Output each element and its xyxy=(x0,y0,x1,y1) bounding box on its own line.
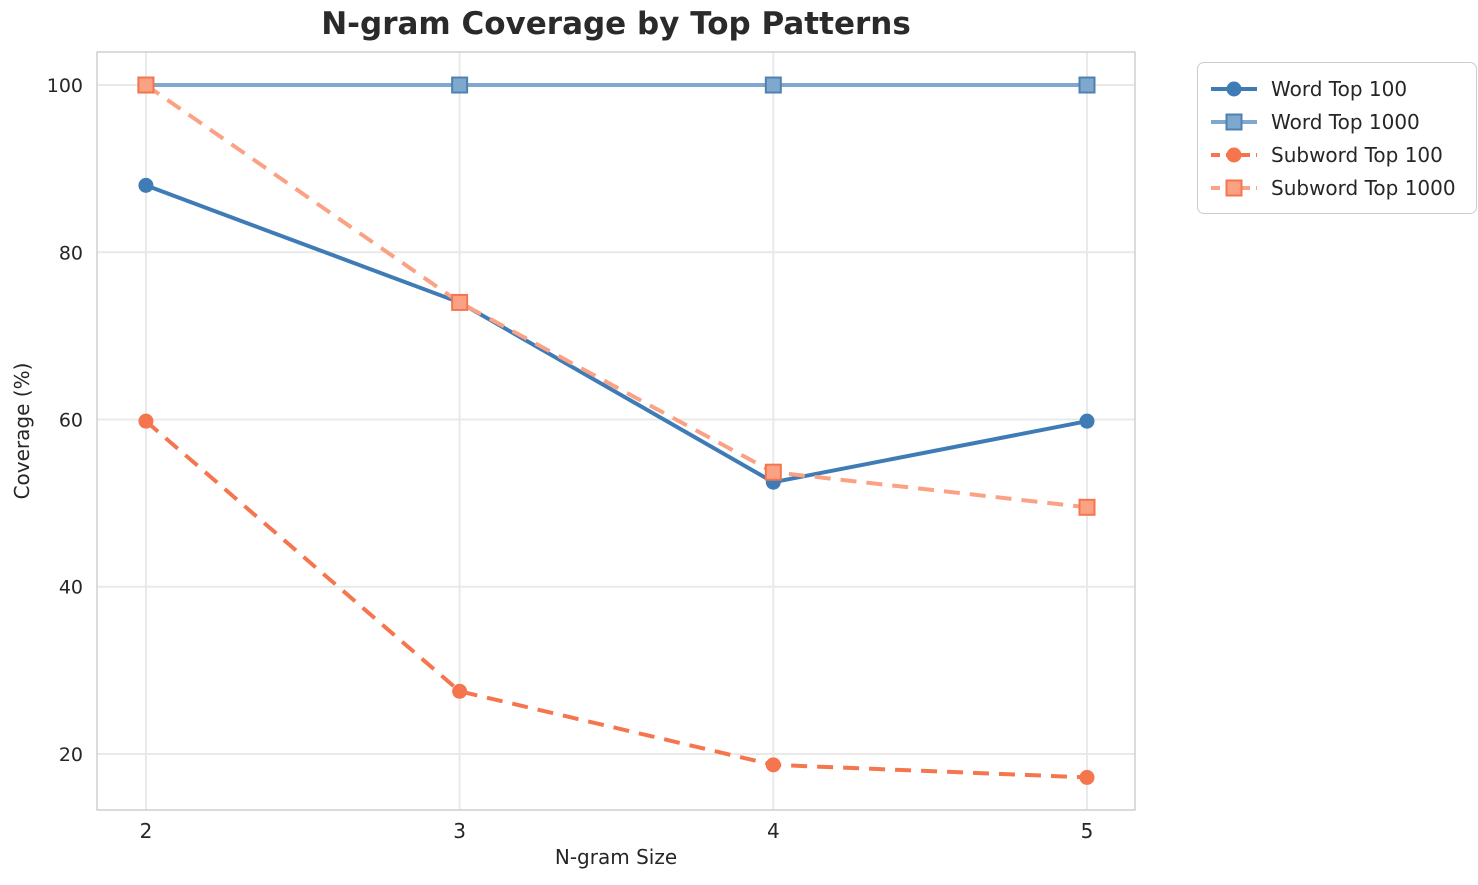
legend-item: Word Top 1000 xyxy=(1210,107,1456,136)
legend-label: Subword Top 100 xyxy=(1271,142,1443,167)
legend-label: Word Top 1000 xyxy=(1271,109,1420,134)
data-point-marker xyxy=(138,177,154,193)
y-tick-label: 100 xyxy=(47,75,83,97)
data-point-marker xyxy=(451,76,469,94)
y-tick-label: 40 xyxy=(59,577,83,599)
series-line-0 xyxy=(143,183,1090,485)
data-point-marker xyxy=(764,76,782,94)
legend-marker xyxy=(1225,179,1243,196)
legend-swatch xyxy=(1211,147,1257,162)
data-point-marker xyxy=(764,463,782,481)
y-tick-label: 20 xyxy=(59,744,83,766)
chart-title: N-gram Coverage by Top Patterns xyxy=(321,6,911,42)
legend: Word Top 100 Word Top 1000 Subword Top 100… xyxy=(1197,62,1477,214)
x-tick-label: 2 xyxy=(140,819,153,843)
x-tick-label: 3 xyxy=(453,819,466,843)
legend-item: Subword Top 1000 xyxy=(1210,173,1456,202)
data-point-marker xyxy=(452,683,468,699)
data-point-marker xyxy=(1078,76,1096,94)
legend-marker xyxy=(1226,147,1242,162)
data-point-marker xyxy=(765,757,781,773)
legend-swatch xyxy=(1211,81,1257,96)
series-line-2 xyxy=(144,419,1088,780)
data-point-marker xyxy=(1078,498,1096,516)
data-point-marker xyxy=(138,413,154,429)
legend-marker xyxy=(1225,113,1243,130)
x-tick-label: 4 xyxy=(767,819,780,843)
legend-label: Word Top 100 xyxy=(1271,76,1408,101)
y-tick-label: 60 xyxy=(59,410,83,432)
x-axis-label: N-gram Size xyxy=(554,845,678,869)
legend-item: Word Top 100 xyxy=(1210,74,1456,103)
y-axis-label: Coverage (%) xyxy=(10,362,34,500)
legend-label: Subword Top 1000 xyxy=(1271,175,1456,200)
legend-swatch xyxy=(1211,113,1257,130)
series-line-3 xyxy=(144,83,1088,510)
data-point-marker xyxy=(451,293,469,311)
data-point-marker xyxy=(1079,769,1095,785)
legend-marker xyxy=(1226,81,1242,96)
y-tick-label: 80 xyxy=(59,242,83,264)
data-point-marker xyxy=(137,76,155,94)
plot-frame xyxy=(96,51,1136,811)
x-tick-label: 5 xyxy=(1081,819,1094,843)
data-point-marker xyxy=(1079,413,1095,429)
legend-item: Subword Top 100 xyxy=(1210,140,1456,169)
legend-swatch xyxy=(1211,179,1257,196)
